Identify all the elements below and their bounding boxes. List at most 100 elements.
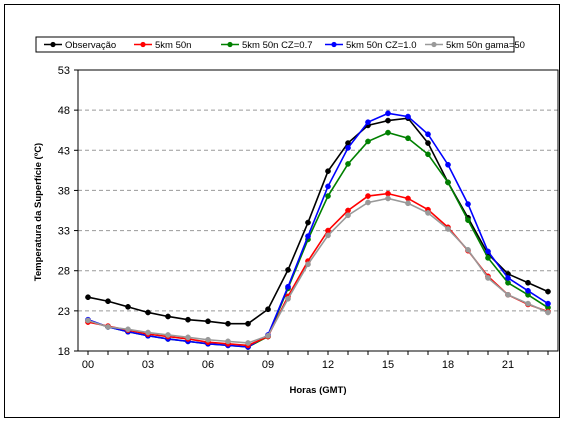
data-point xyxy=(325,232,331,239)
data-point xyxy=(325,227,331,234)
data-point xyxy=(245,340,251,346)
data-point xyxy=(305,233,311,240)
data-point xyxy=(545,309,551,316)
data-point xyxy=(305,219,311,226)
legend-marker xyxy=(431,41,437,48)
data-point xyxy=(145,329,151,336)
data-point xyxy=(505,291,511,298)
y-tick-label: 48 xyxy=(58,105,70,117)
y-tick-label: 43 xyxy=(58,145,70,157)
data-point xyxy=(325,193,331,199)
legend-label: 5km 50n CZ=0.7 xyxy=(242,40,313,51)
legend-item-5km-50n-cz-0-7: 5km 50n CZ=0.7 xyxy=(221,40,313,51)
y-axis-title: Temperatura da Superfície (ºC) xyxy=(33,143,44,281)
legend-item-5km-50n: 5km 50n xyxy=(134,40,191,51)
data-point xyxy=(345,145,351,151)
data-point xyxy=(425,140,431,146)
grid-layer xyxy=(78,109,558,312)
data-point xyxy=(165,332,171,338)
data-point xyxy=(265,332,271,339)
data-point xyxy=(325,168,331,175)
legend-marker xyxy=(227,41,233,48)
data-point xyxy=(145,309,151,316)
data-point xyxy=(505,279,511,286)
legend-label: 5km 50n gama=50 xyxy=(446,40,525,51)
data-point xyxy=(445,226,451,232)
data-point xyxy=(225,320,231,327)
legend-box xyxy=(35,36,515,53)
data-point xyxy=(425,131,431,138)
chart-frame xyxy=(4,4,560,418)
data-point xyxy=(425,151,431,158)
x-tick-label: 18 xyxy=(442,359,454,371)
data-point xyxy=(505,275,511,281)
x-tick-label: 09 xyxy=(262,359,274,371)
data-point xyxy=(385,110,391,117)
data-point xyxy=(185,334,191,341)
series-5km-50n-gama-50 xyxy=(85,195,551,346)
x-axis-title: Horas (GMT) xyxy=(290,385,347,396)
data-point xyxy=(325,183,331,190)
data-point xyxy=(525,300,531,307)
x-tick-label: 21 xyxy=(502,359,514,371)
axis-layer: 18 23 28 33 38 43 48 53 00 03 06 09 12 15 18 21 xyxy=(58,65,549,371)
data-point xyxy=(485,248,491,255)
data-point xyxy=(205,318,211,325)
data-point xyxy=(545,288,551,295)
data-point xyxy=(365,199,371,206)
data-point xyxy=(465,217,471,223)
legend-item-5km-50n-cz-1-0: 5km 50n CZ=1.0 xyxy=(325,40,417,51)
data-point xyxy=(285,267,291,273)
legend-marker xyxy=(331,41,337,48)
x-tick-label: 00 xyxy=(82,359,94,371)
data-point xyxy=(485,275,491,281)
legend: Observação 5km 50n 5km 50n CZ=0.7 5km 50n C… xyxy=(35,36,525,53)
legend-marker xyxy=(140,41,146,48)
data-point xyxy=(425,210,431,216)
y-tick-label: 33 xyxy=(58,226,70,238)
legend-marker xyxy=(50,41,56,48)
data-point xyxy=(465,246,471,253)
y-tick-label: 38 xyxy=(58,185,70,197)
data-point xyxy=(405,113,411,120)
data-point xyxy=(305,261,311,268)
data-point xyxy=(245,320,251,327)
data-point xyxy=(185,316,191,323)
data-point xyxy=(365,138,371,145)
data-point xyxy=(385,190,391,197)
data-point xyxy=(345,161,351,167)
data-point xyxy=(125,303,131,310)
legend-item-5km-50n-gama-50: 5km 50n gama=50 xyxy=(425,40,525,51)
data-point xyxy=(285,283,291,290)
data-point xyxy=(205,336,211,343)
data-point xyxy=(105,324,111,330)
series-line xyxy=(87,197,549,344)
x-tick-label: 03 xyxy=(142,359,154,371)
data-point xyxy=(405,135,411,142)
y-tick-label: 53 xyxy=(58,65,70,77)
data-point xyxy=(345,207,351,214)
series-layer xyxy=(85,110,551,350)
data-point xyxy=(405,195,411,202)
data-point xyxy=(465,201,471,207)
data-point xyxy=(445,161,451,168)
data-point xyxy=(345,212,351,219)
series-line xyxy=(87,117,549,325)
y-tick-label: 23 xyxy=(58,306,70,318)
y-tick-label: 28 xyxy=(58,266,70,278)
data-point xyxy=(225,338,231,345)
data-point xyxy=(105,298,111,305)
data-point xyxy=(165,313,171,320)
legend-item-observa-o: Observação xyxy=(44,40,116,51)
legend-label: Observação xyxy=(65,40,116,51)
data-point xyxy=(445,179,451,186)
data-point xyxy=(85,317,91,324)
data-point xyxy=(125,326,131,333)
x-tick-label: 12 xyxy=(322,359,334,371)
legend-label: 5km 50n xyxy=(155,40,191,51)
data-point xyxy=(365,119,371,126)
x-tick-label: 06 xyxy=(202,359,214,371)
x-tick-label: 15 xyxy=(382,359,394,371)
data-point xyxy=(405,200,411,207)
